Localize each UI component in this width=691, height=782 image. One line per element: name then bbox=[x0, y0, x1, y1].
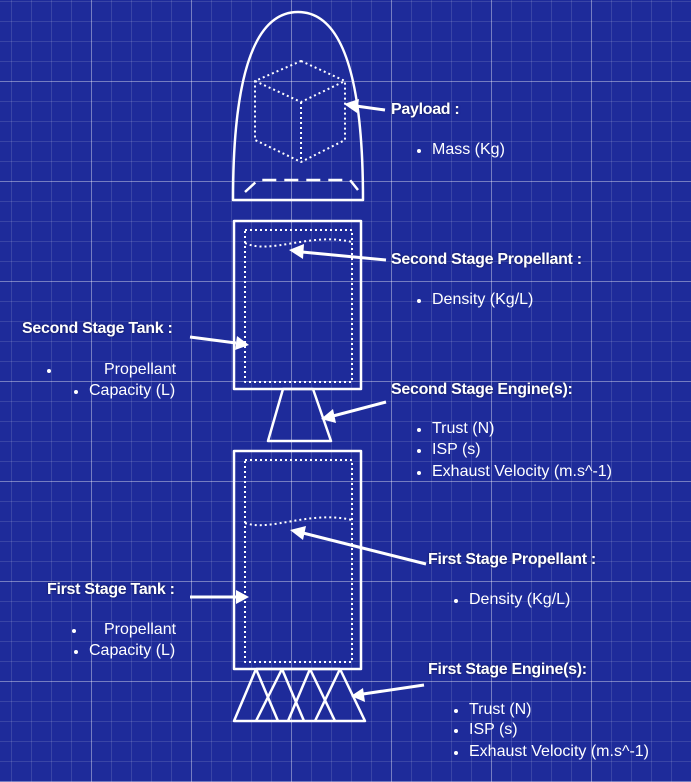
second-stage-tank-item-propellant: Propellant bbox=[104, 361, 177, 378]
second-stage-engine-item-trust: Trust (N) bbox=[417, 420, 495, 437]
first-stage-engine-item-isp: ISP (s) bbox=[454, 721, 518, 738]
payload-cube bbox=[254, 60, 346, 163]
second-stage-engine bbox=[266, 387, 333, 443]
first-stage-tank-outline bbox=[232, 449, 363, 671]
first-stage-engines bbox=[232, 667, 367, 723]
arrow-second-stage-propellant bbox=[289, 244, 387, 262]
second-stage-propellant-heading: Second Stage Propellant : bbox=[391, 251, 582, 268]
first-stage-tank-heading: First Stage Tank : bbox=[47, 581, 175, 598]
first-stage-propellant-level bbox=[244, 516, 353, 527]
first-stage-propellant-item-density: Density (Kg/L) bbox=[453, 591, 571, 608]
arrow-second-stage-tank bbox=[189, 335, 249, 350]
first-stage-tank-item-capacity: Capacity (L) bbox=[73, 642, 176, 659]
payload-heading: Payload : bbox=[391, 101, 460, 118]
first-stage-engine-item-exhaust: Exhaust Velocity (m.s^-1) bbox=[453, 743, 650, 760]
payload-fairing bbox=[231, 10, 365, 202]
second-stage-tank-inner bbox=[244, 229, 353, 383]
first-stage-tank-inner bbox=[244, 459, 353, 663]
first-stage-propellant-heading: First Stage Propellant : bbox=[428, 551, 596, 568]
arrow-payload bbox=[344, 99, 386, 113]
bullet-dot bbox=[72, 629, 76, 633]
second-stage-tank-heading: Second Stage Tank : bbox=[22, 320, 173, 337]
payload-fairing-base bbox=[244, 178, 359, 193]
arrow-first-stage-propellant bbox=[290, 526, 427, 566]
arrow-second-stage-engine bbox=[321, 400, 387, 423]
first-stage-engine-heading: First Stage Engine(s): bbox=[428, 661, 587, 678]
second-stage-tank-item-capacity: Capacity (L) bbox=[73, 382, 176, 399]
second-stage-engine-item-isp: ISP (s) bbox=[417, 441, 481, 458]
bullet-dot bbox=[47, 369, 51, 373]
second-stage-tank-outline bbox=[232, 219, 363, 391]
first-stage-tank-item-propellant: Propellant bbox=[104, 621, 177, 638]
second-stage-engine-item-exhaust: Exhaust Velocity (m.s^-1) bbox=[416, 463, 613, 480]
second-stage-propellant-level bbox=[244, 238, 353, 248]
arrow-first-stage-engine bbox=[351, 683, 425, 702]
arrow-first-stage-tank bbox=[190, 590, 249, 604]
second-stage-engine-heading: Second Stage Engine(s): bbox=[391, 381, 573, 398]
payload-item-mass: Mass (Kg) bbox=[417, 141, 505, 158]
second-stage-propellant-item-density: Density (Kg/L) bbox=[416, 291, 534, 308]
first-stage-engine-item-trust: Trust (N) bbox=[454, 701, 532, 718]
